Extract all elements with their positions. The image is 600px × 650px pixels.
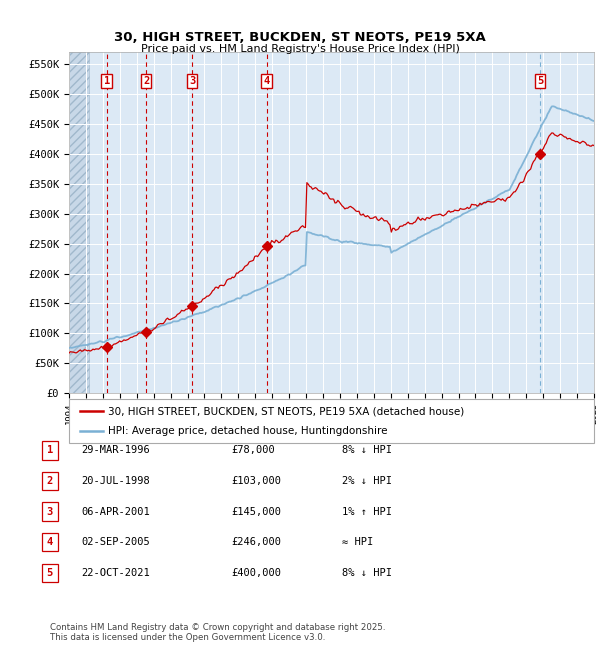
Text: ≈ HPI: ≈ HPI — [342, 537, 373, 547]
Text: £103,000: £103,000 — [231, 476, 281, 486]
Text: 30, HIGH STREET, BUCKDEN, ST NEOTS, PE19 5XA (detached house): 30, HIGH STREET, BUCKDEN, ST NEOTS, PE19… — [109, 406, 464, 417]
Text: 8% ↓ HPI: 8% ↓ HPI — [342, 445, 392, 456]
Text: £246,000: £246,000 — [231, 537, 281, 547]
Text: 29-MAR-1996: 29-MAR-1996 — [81, 445, 150, 456]
Text: 06-APR-2001: 06-APR-2001 — [81, 506, 150, 517]
Text: £145,000: £145,000 — [231, 506, 281, 517]
Text: 1: 1 — [47, 445, 53, 456]
Text: 1% ↑ HPI: 1% ↑ HPI — [342, 506, 392, 517]
Text: 2: 2 — [47, 476, 53, 486]
Text: 4: 4 — [263, 76, 270, 86]
Text: 3: 3 — [189, 76, 195, 86]
Text: 02-SEP-2005: 02-SEP-2005 — [81, 537, 150, 547]
Text: 8% ↓ HPI: 8% ↓ HPI — [342, 567, 392, 578]
Text: 20-JUL-1998: 20-JUL-1998 — [81, 476, 150, 486]
Text: 30, HIGH STREET, BUCKDEN, ST NEOTS, PE19 5XA: 30, HIGH STREET, BUCKDEN, ST NEOTS, PE19… — [114, 31, 486, 44]
Text: 3: 3 — [47, 506, 53, 517]
Text: 5: 5 — [537, 76, 543, 86]
Text: HPI: Average price, detached house, Huntingdonshire: HPI: Average price, detached house, Hunt… — [109, 426, 388, 436]
Text: 22-OCT-2021: 22-OCT-2021 — [81, 567, 150, 578]
Text: 2% ↓ HPI: 2% ↓ HPI — [342, 476, 392, 486]
Text: 1: 1 — [104, 76, 110, 86]
Text: Contains HM Land Registry data © Crown copyright and database right 2025.
This d: Contains HM Land Registry data © Crown c… — [50, 623, 385, 642]
Text: Price paid vs. HM Land Registry's House Price Index (HPI): Price paid vs. HM Land Registry's House … — [140, 44, 460, 54]
Text: 4: 4 — [47, 537, 53, 547]
Text: 5: 5 — [47, 567, 53, 578]
Text: £78,000: £78,000 — [231, 445, 275, 456]
Text: 2: 2 — [143, 76, 149, 86]
Text: £400,000: £400,000 — [231, 567, 281, 578]
